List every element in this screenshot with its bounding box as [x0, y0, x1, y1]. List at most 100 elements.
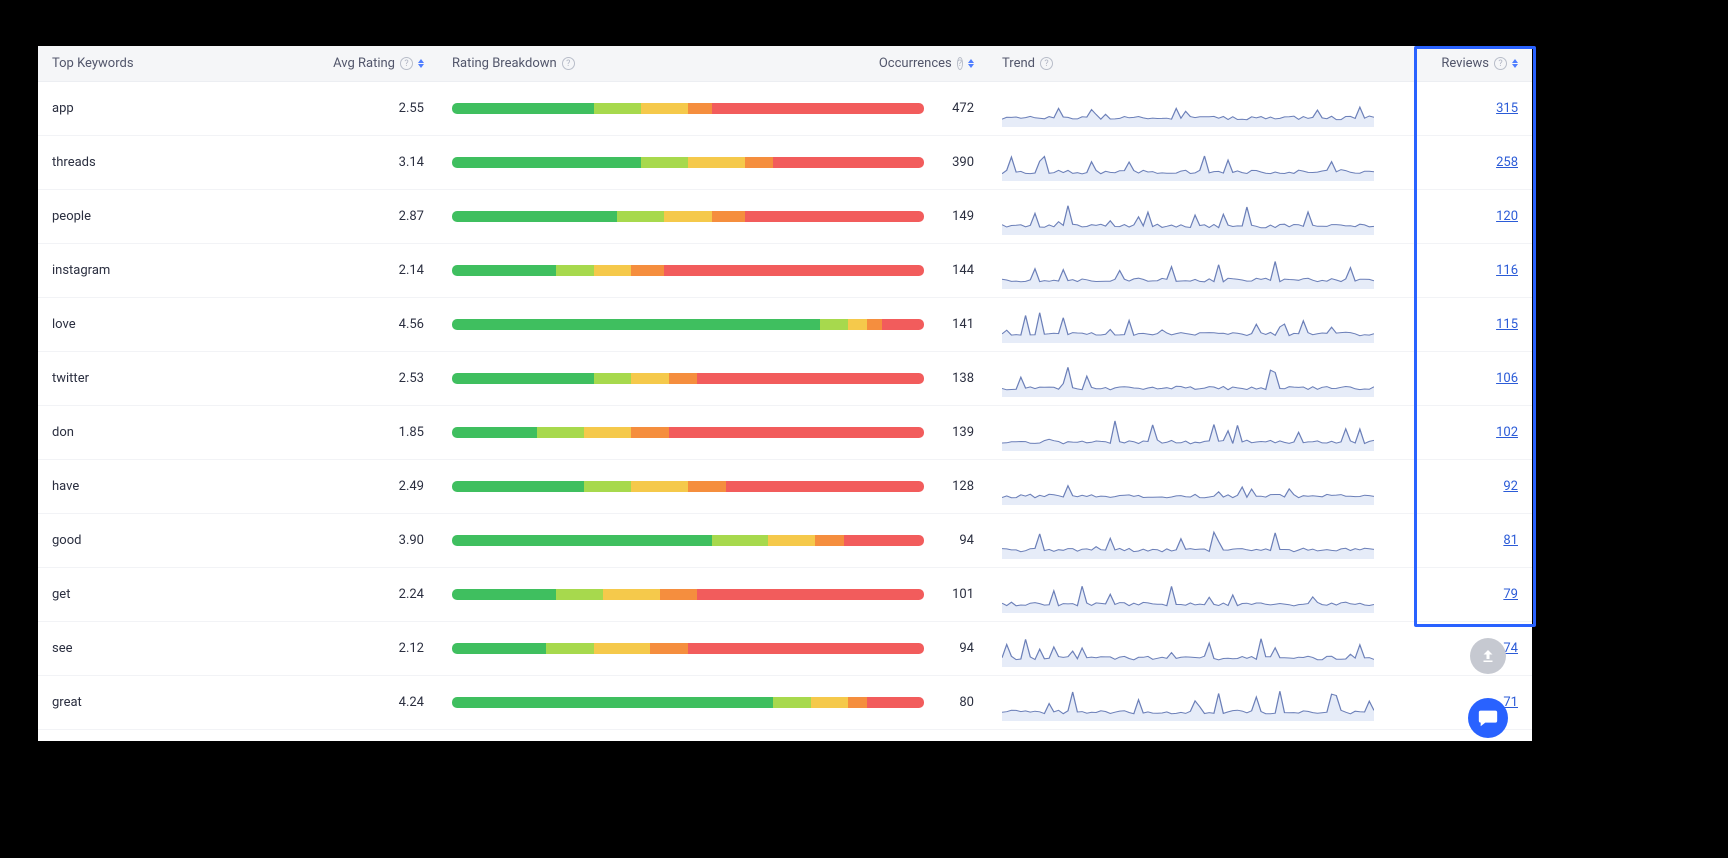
rating-breakdown-bar [452, 643, 924, 654]
reviews-link[interactable]: 79 [1503, 587, 1518, 602]
keyword-cell: get [52, 587, 70, 602]
table-row: threads 3.14 390 258 [38, 136, 1532, 190]
table-row: people 2.87 149 120 [38, 190, 1532, 244]
sort-icon[interactable] [1512, 59, 1518, 68]
occurrences-cell: 139 [952, 425, 974, 440]
col-header-breakdown-label: Rating Breakdown [452, 56, 557, 71]
occurrences-cell: 94 [959, 533, 974, 548]
keywords-panel: Top Keywords Avg Rating ? Rating Breakdo… [38, 46, 1532, 741]
col-header-breakdown[interactable]: Rating Breakdown ? [438, 46, 938, 82]
keyword-cell: app [52, 101, 74, 116]
table-row: don 1.85 139 102 [38, 406, 1532, 460]
keyword-cell: twitter [52, 371, 89, 386]
table-row: get 2.24 101 79 [38, 568, 1532, 622]
col-header-occurrences[interactable]: Occurrences ? [938, 46, 988, 82]
occurrences-cell: 141 [952, 317, 974, 332]
reviews-link[interactable]: 115 [1496, 317, 1518, 332]
rating-breakdown-bar [452, 157, 924, 168]
trend-sparkline [1002, 91, 1374, 127]
reviews-link[interactable]: 116 [1496, 263, 1518, 278]
keywords-table: Top Keywords Avg Rating ? Rating Breakdo… [38, 46, 1532, 730]
occurrences-cell: 128 [952, 479, 974, 494]
rating-cell: 2.24 [399, 587, 424, 602]
trend-sparkline [1002, 415, 1374, 451]
chat-icon [1477, 707, 1499, 729]
chat-button[interactable] [1468, 698, 1508, 738]
reviews-link[interactable]: 81 [1503, 533, 1518, 548]
trend-sparkline [1002, 307, 1374, 343]
col-header-reviews-label: Reviews [1441, 56, 1489, 71]
col-header-reviews[interactable]: Reviews ? [1388, 46, 1532, 82]
rating-cell: 2.55 [399, 101, 424, 116]
rating-cell: 4.24 [399, 695, 424, 710]
rating-breakdown-bar [452, 589, 924, 600]
trend-sparkline [1002, 685, 1374, 721]
sort-icon[interactable] [418, 59, 424, 68]
help-icon[interactable]: ? [562, 57, 575, 70]
table-row: have 2.49 128 92 [38, 460, 1532, 514]
help-icon[interactable]: ? [1494, 57, 1507, 70]
reviews-link[interactable]: 258 [1496, 155, 1518, 170]
trend-sparkline [1002, 469, 1374, 505]
keyword-cell: people [52, 209, 91, 224]
rating-cell: 2.14 [399, 263, 424, 278]
rating-cell: 2.87 [399, 209, 424, 224]
trend-sparkline [1002, 577, 1374, 613]
rating-cell: 2.49 [399, 479, 424, 494]
keyword-cell: instagram [52, 263, 110, 278]
trend-sparkline [1002, 361, 1374, 397]
rating-breakdown-bar [452, 697, 924, 708]
scroll-to-top-button[interactable] [1470, 638, 1506, 674]
col-header-keyword[interactable]: Top Keywords [38, 46, 308, 82]
table-row: app 2.55 472 315 [38, 82, 1532, 136]
col-header-rating-label: Avg Rating [333, 56, 395, 71]
rating-cell: 4.56 [399, 317, 424, 332]
table-row: good 3.90 94 81 [38, 514, 1532, 568]
table-row: instagram 2.14 144 116 [38, 244, 1532, 298]
sort-icon[interactable] [968, 59, 974, 68]
rating-breakdown-bar [452, 535, 924, 546]
occurrences-cell: 472 [952, 101, 974, 116]
reviews-link[interactable]: 92 [1503, 479, 1518, 494]
help-icon[interactable]: ? [1040, 57, 1053, 70]
table-row: love 4.56 141 115 [38, 298, 1532, 352]
rating-cell: 3.90 [399, 533, 424, 548]
rating-breakdown-bar [452, 427, 924, 438]
reviews-link[interactable]: 120 [1496, 209, 1518, 224]
col-header-occurrences-label: Occurrences [879, 56, 952, 71]
keyword-cell: have [52, 479, 79, 494]
reviews-link[interactable]: 315 [1496, 101, 1518, 116]
help-icon[interactable]: ? [400, 57, 413, 70]
table-header-row: Top Keywords Avg Rating ? Rating Breakdo… [38, 46, 1532, 82]
occurrences-cell: 390 [952, 155, 974, 170]
trend-sparkline [1002, 253, 1374, 289]
occurrences-cell: 94 [959, 641, 974, 656]
keyword-cell: love [52, 317, 76, 332]
rating-cell: 1.85 [399, 425, 424, 440]
rating-cell: 3.14 [399, 155, 424, 170]
rating-cell: 2.53 [399, 371, 424, 386]
help-icon[interactable]: ? [957, 57, 963, 70]
rating-cell: 2.12 [399, 641, 424, 656]
col-header-trend[interactable]: Trend ? [988, 46, 1388, 82]
rating-breakdown-bar [452, 481, 924, 492]
rating-breakdown-bar [452, 373, 924, 384]
keyword-cell: good [52, 533, 81, 548]
keyword-cell: threads [52, 155, 96, 170]
keyword-cell: great [52, 695, 82, 710]
col-header-rating[interactable]: Avg Rating ? [308, 46, 438, 82]
occurrences-cell: 149 [952, 209, 974, 224]
reviews-link[interactable]: 106 [1496, 371, 1518, 386]
trend-sparkline [1002, 523, 1374, 559]
arrow-up-icon [1479, 647, 1497, 665]
table-row: great 4.24 80 71 [38, 676, 1532, 730]
rating-breakdown-bar [452, 211, 924, 222]
rating-breakdown-bar [452, 103, 924, 114]
col-header-keyword-label: Top Keywords [52, 56, 134, 71]
reviews-link[interactable]: 102 [1496, 425, 1518, 440]
trend-sparkline [1002, 145, 1374, 181]
table-row: twitter 2.53 138 106 [38, 352, 1532, 406]
table-row: see 2.12 94 74 [38, 622, 1532, 676]
occurrences-cell: 80 [959, 695, 974, 710]
col-header-trend-label: Trend [1002, 56, 1035, 71]
